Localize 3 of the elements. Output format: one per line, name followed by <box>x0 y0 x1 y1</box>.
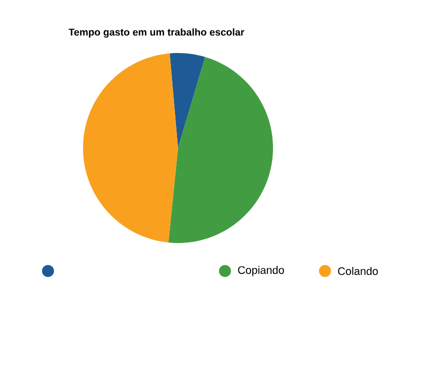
legend-label: Copiando <box>238 266 284 276</box>
chart-title: Tempo gasto em um trabalho escolar <box>68 28 244 38</box>
legend-label: Colando <box>338 266 378 276</box>
